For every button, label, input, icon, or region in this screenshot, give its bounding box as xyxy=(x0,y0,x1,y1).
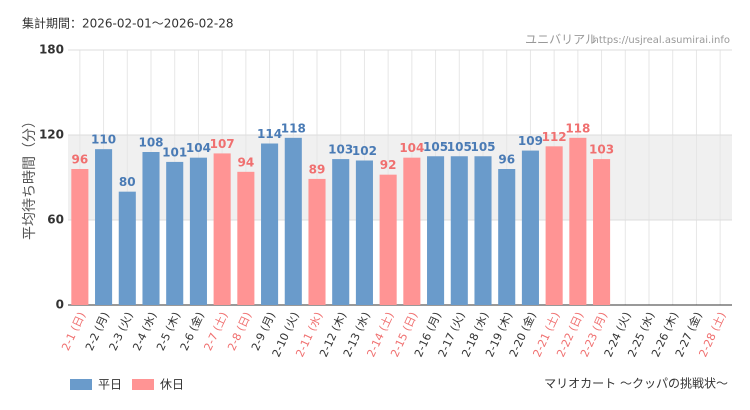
bar xyxy=(261,143,279,305)
value-label: 105 xyxy=(470,140,495,154)
value-label: 109 xyxy=(518,134,543,148)
value-label: 105 xyxy=(423,140,448,154)
bar xyxy=(403,157,421,305)
bar xyxy=(166,161,184,305)
subtitle: 集計期間：2026-02-01～2026-02-28 xyxy=(22,16,233,31)
value-label: 101 xyxy=(162,145,187,159)
value-label: 94 xyxy=(238,155,255,169)
value-label: 104 xyxy=(186,141,211,155)
y-tick-label: 0 xyxy=(56,298,64,312)
y-tick-label: 60 xyxy=(47,213,64,227)
value-label: 118 xyxy=(565,121,590,135)
bar xyxy=(569,137,587,305)
bar xyxy=(213,153,231,305)
bar xyxy=(355,160,373,305)
bar xyxy=(71,169,89,305)
value-label: 92 xyxy=(380,158,397,172)
value-label: 110 xyxy=(91,133,116,147)
caption: マリオカート ～クッパの挑戦状～ xyxy=(544,377,728,391)
value-label: 104 xyxy=(399,141,424,155)
bar xyxy=(284,137,302,305)
value-label: 112 xyxy=(542,130,567,144)
value-label: 89 xyxy=(309,162,326,176)
y-tick-label: 180 xyxy=(39,43,64,57)
bar xyxy=(498,169,516,305)
y-axis-label: 平均待ち時間（分） xyxy=(22,114,38,240)
value-label: 96 xyxy=(498,153,515,167)
value-label: 103 xyxy=(589,143,614,157)
value-label: 80 xyxy=(119,175,136,189)
value-label: 107 xyxy=(210,137,235,151)
bar xyxy=(545,146,563,305)
bar xyxy=(189,157,207,305)
bar xyxy=(237,171,255,305)
legend-swatch xyxy=(132,379,154,390)
source-url: https://usjreal.asumirai.info xyxy=(593,35,730,46)
bar xyxy=(450,156,468,305)
value-label: 108 xyxy=(138,136,163,150)
value-label: 118 xyxy=(281,121,306,135)
value-label: 102 xyxy=(352,144,377,158)
bar xyxy=(379,174,397,305)
bar xyxy=(142,152,160,305)
value-label: 114 xyxy=(257,127,282,141)
y-tick-label: 120 xyxy=(39,128,64,142)
source: ユニバリアル xyxy=(525,33,597,47)
bar xyxy=(427,156,445,305)
value-label: 105 xyxy=(447,140,472,154)
bar xyxy=(118,191,136,305)
bar xyxy=(308,178,326,305)
value-label: 103 xyxy=(328,143,353,157)
bar xyxy=(474,156,492,305)
bar xyxy=(332,159,350,305)
bar xyxy=(593,159,611,305)
legend-label: 休日 xyxy=(160,378,184,392)
legend-label: 平日 xyxy=(98,378,122,392)
legend-swatch xyxy=(70,379,92,390)
value-label: 96 xyxy=(72,153,89,167)
bar xyxy=(521,150,539,305)
bar xyxy=(95,149,113,305)
